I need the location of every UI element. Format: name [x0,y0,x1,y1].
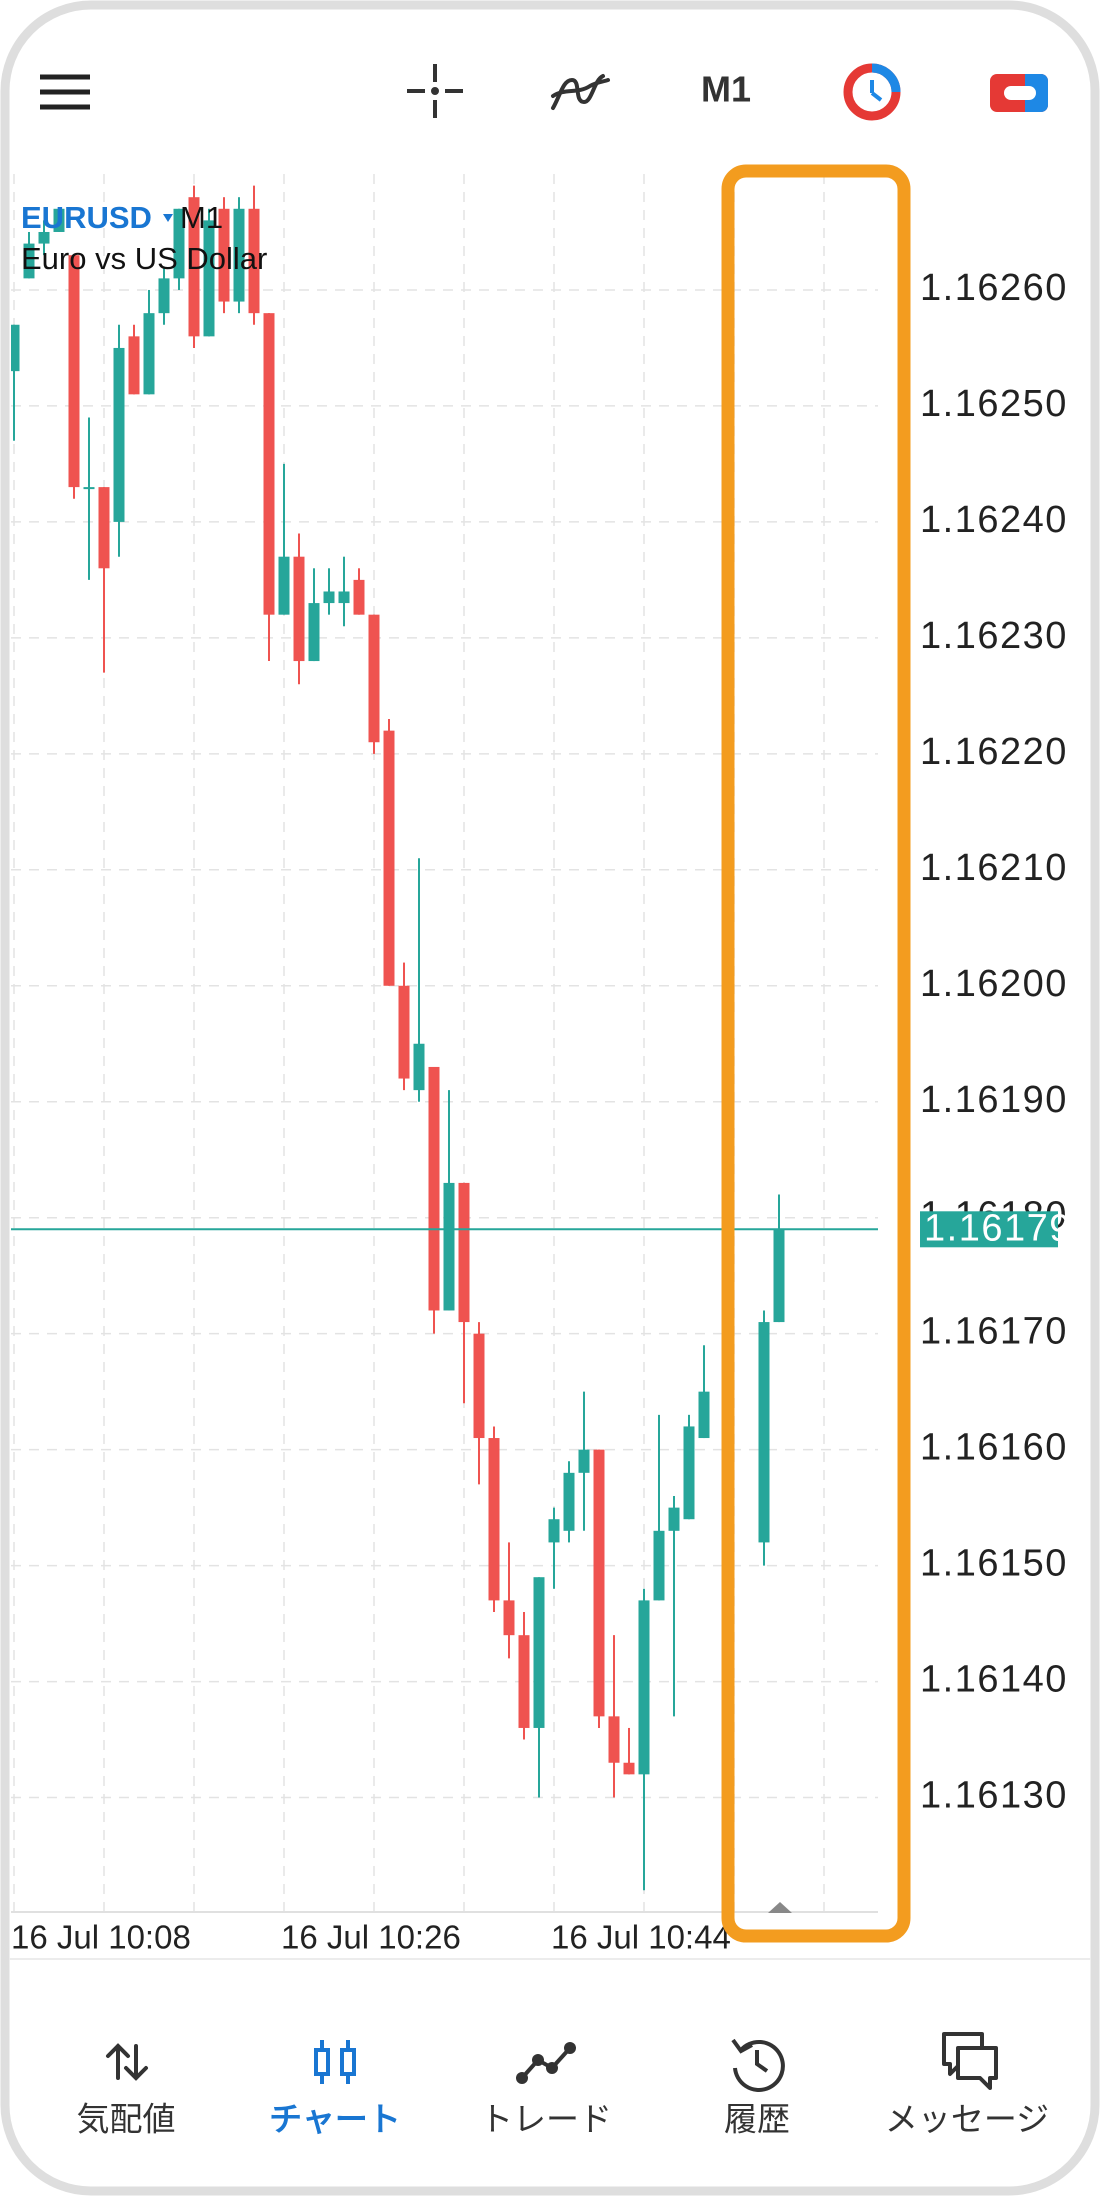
chart-icon [314,2040,356,2084]
candle-body [353,579,365,615]
candle-body [173,208,185,279]
y-tick-label: 1.16250 [920,383,1068,425]
y-tick-label: 1.16190 [920,1079,1068,1121]
highlight-box [721,164,911,1943]
x-tick-label: 16 Jul 10:44 [551,1919,731,1956]
candle-body [548,1519,560,1543]
indicators-button[interactable] [551,74,610,110]
history-icon [731,2038,785,2092]
candle-body [668,1507,680,1531]
y-tick-label: 1.16140 [920,1659,1068,1701]
candle-body [473,1333,485,1439]
chart-timeframe: M1 [180,200,223,235]
candle-body [608,1716,620,1763]
y-tick-label: 1.16260 [920,267,1068,309]
candle-body [188,197,200,337]
candle-body [11,324,20,372]
scroll-marker [768,1902,792,1913]
candle-body [338,591,350,604]
candle-body [578,1449,590,1473]
y-tick-label: 1.16240 [920,499,1068,541]
candle-body [263,313,275,615]
y-tick-label: 1.16210 [920,847,1068,889]
candle-body [83,487,95,490]
x-tick-label: 16 Jul 10:08 [11,1919,191,1956]
candle-body [248,208,260,314]
candle-body [593,1449,605,1717]
candle-body [773,1229,785,1323]
y-tick-label: 1.16130 [920,1775,1068,1817]
candle-body [68,255,80,488]
candle-body [488,1438,500,1601]
y-tick-label: 1.16230 [920,615,1068,657]
candle-body [563,1472,575,1531]
nav-label[interactable]: トレード [480,2101,612,2138]
y-tick-label: 1.16170 [920,1311,1068,1353]
clock-button[interactable] [843,63,901,121]
bottom-nav: 気配値 チャート トレード 履歴 メッセージ [77,2101,1050,2138]
candles [11,185,785,1891]
candle-body [23,243,35,279]
candle-body [413,1043,425,1091]
candle-body [758,1322,770,1543]
symbol-description: Euro vs US Dollar [21,241,267,276]
candle-body [38,231,50,244]
candle-body [293,556,305,662]
candle-body [53,208,65,232]
candle-body [533,1577,545,1728]
candle-body [158,278,170,314]
current-price-box [920,1211,1058,1248]
candle-body [368,614,380,743]
y-tick-label: 1.16200 [920,963,1068,1005]
symbol[interactable]: EURUSD [21,200,152,235]
current-price-label: 1.16179 [924,1207,1072,1249]
candle-body [233,208,245,302]
messages-icon [942,2032,998,2090]
trade-icon [516,2042,576,2084]
candle-body [443,1182,455,1311]
nav-label[interactable]: 履歴 [724,2101,790,2138]
candle-body [113,347,125,522]
candle-body [458,1182,470,1323]
candle-body [308,603,320,662]
candle-body [503,1600,515,1636]
candle-body [638,1600,650,1775]
candle-body [128,336,140,395]
candle-body [98,487,110,569]
x-tick-label: 16 Jul 10:26 [281,1919,461,1956]
symbol-dropdown[interactable] [163,214,173,222]
candle-body [143,313,155,395]
y-tick-label: 1.16150 [920,1543,1068,1585]
price-axis: 1.16130 1.16140 1.16150 1.16160 1.16170 1.161… [920,267,1072,1817]
candle-body [383,730,395,986]
candle-body [323,591,335,604]
menu-button[interactable] [40,74,90,110]
y-tick-label: 1.16220 [920,731,1068,773]
crosshair-button[interactable] [407,64,463,118]
candle-body [653,1530,665,1601]
nav-label[interactable]: チャート [269,2101,401,2138]
candle-body [398,985,410,1079]
candle-body [518,1635,530,1728]
timeframe-button[interactable]: M1 [701,69,751,110]
candle-body [278,556,290,615]
candle-body [203,220,215,337]
nav-label[interactable]: 気配値 [77,2101,176,2138]
y-tick-label: 1.16160 [920,1427,1068,1469]
trade-button[interactable] [990,74,1048,112]
candle-body [683,1426,695,1520]
candle-body [218,208,230,302]
quotes-icon [106,2043,148,2081]
nav-label[interactable]: メッセージ [885,2101,1049,2138]
candle-body [623,1762,635,1775]
candle-body [698,1391,710,1439]
candle-body [428,1066,440,1311]
